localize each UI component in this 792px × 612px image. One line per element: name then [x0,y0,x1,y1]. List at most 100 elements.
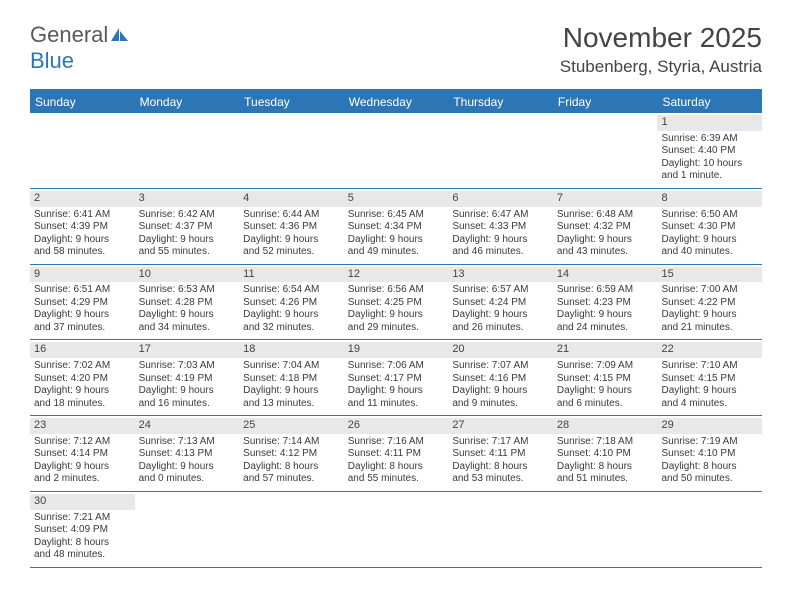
weeks-container: 1Sunrise: 6:39 AMSunset: 4:40 PMDaylight… [30,113,762,568]
day-number: 18 [239,342,344,358]
day-dl1: Daylight: 9 hours [661,309,758,322]
day-dl2: and 58 minutes. [34,246,131,259]
day-sunset: Sunset: 4:23 PM [557,297,654,310]
day-number: 17 [135,342,240,358]
day-dl1: Daylight: 8 hours [243,461,340,474]
day-dl2: and 0 minutes. [139,473,236,486]
day-sunrise: Sunrise: 6:56 AM [348,284,445,297]
day-dl1: Daylight: 10 hours [661,158,758,171]
day-dl1: Daylight: 9 hours [557,234,654,247]
day-number: 22 [657,342,762,358]
day-dl1: Daylight: 9 hours [661,234,758,247]
day-sunset: Sunset: 4:15 PM [557,373,654,386]
day-sunrise: Sunrise: 6:47 AM [452,209,549,222]
day-dl1: Daylight: 9 hours [557,385,654,398]
day-number: 28 [553,418,658,434]
day-number: 25 [239,418,344,434]
day-sunrise: Sunrise: 6:57 AM [452,284,549,297]
day-sunrise: Sunrise: 7:14 AM [243,436,340,449]
day-dl1: Daylight: 8 hours [661,461,758,474]
day-sunset: Sunset: 4:33 PM [452,221,549,234]
day-dl1: Daylight: 9 hours [34,461,131,474]
day-number: 6 [448,191,553,207]
day-dl1: Daylight: 9 hours [139,309,236,322]
week-row: 9Sunrise: 6:51 AMSunset: 4:29 PMDaylight… [30,265,762,341]
day-sunrise: Sunrise: 6:42 AM [139,209,236,222]
day-dl1: Daylight: 9 hours [139,234,236,247]
dow-header: Tuesday [239,91,344,113]
day-cell: 25Sunrise: 7:14 AMSunset: 4:12 PMDayligh… [239,416,344,491]
day-sunrise: Sunrise: 6:51 AM [34,284,131,297]
dow-header: Thursday [448,91,553,113]
day-sunrise: Sunrise: 7:03 AM [139,360,236,373]
day-sunrise: Sunrise: 7:12 AM [34,436,131,449]
day-dl1: Daylight: 9 hours [661,385,758,398]
location: Stubenberg, Styria, Austria [560,57,762,77]
day-cell: 16Sunrise: 7:02 AMSunset: 4:20 PMDayligh… [30,340,135,415]
day-cell [239,492,344,567]
day-dl2: and 13 minutes. [243,398,340,411]
dow-header: Monday [135,91,240,113]
day-dl2: and 11 minutes. [348,398,445,411]
day-dl1: Daylight: 9 hours [34,385,131,398]
day-dl2: and 43 minutes. [557,246,654,259]
day-number: 20 [448,342,553,358]
day-dl1: Daylight: 9 hours [557,309,654,322]
day-sunset: Sunset: 4:11 PM [452,448,549,461]
day-sunset: Sunset: 4:30 PM [661,221,758,234]
day-sunrise: Sunrise: 7:10 AM [661,360,758,373]
day-sunset: Sunset: 4:29 PM [34,297,131,310]
day-dl2: and 1 minute. [661,170,758,183]
day-sunrise: Sunrise: 7:07 AM [452,360,549,373]
day-cell: 11Sunrise: 6:54 AMSunset: 4:26 PMDayligh… [239,265,344,340]
day-cell: 5Sunrise: 6:45 AMSunset: 4:34 PMDaylight… [344,189,449,264]
day-dl1: Daylight: 9 hours [139,461,236,474]
day-cell: 6Sunrise: 6:47 AMSunset: 4:33 PMDaylight… [448,189,553,264]
day-cell: 15Sunrise: 7:00 AMSunset: 4:22 PMDayligh… [657,265,762,340]
day-dl2: and 29 minutes. [348,322,445,335]
day-sunset: Sunset: 4:11 PM [348,448,445,461]
day-dl2: and 53 minutes. [452,473,549,486]
day-number: 4 [239,191,344,207]
day-dl1: Daylight: 9 hours [348,309,445,322]
day-dl2: and 37 minutes. [34,322,131,335]
day-sunset: Sunset: 4:22 PM [661,297,758,310]
day-dl2: and 9 minutes. [452,398,549,411]
day-cell: 18Sunrise: 7:04 AMSunset: 4:18 PMDayligh… [239,340,344,415]
day-dl1: Daylight: 9 hours [348,234,445,247]
day-cell: 2Sunrise: 6:41 AMSunset: 4:39 PMDaylight… [30,189,135,264]
calendar: SundayMondayTuesdayWednesdayThursdayFrid… [30,89,762,568]
day-cell: 22Sunrise: 7:10 AMSunset: 4:15 PMDayligh… [657,340,762,415]
day-cell: 23Sunrise: 7:12 AMSunset: 4:14 PMDayligh… [30,416,135,491]
day-cell [553,113,658,188]
day-sunset: Sunset: 4:20 PM [34,373,131,386]
brand-part2: Blue [30,48,74,74]
day-sunrise: Sunrise: 6:59 AM [557,284,654,297]
day-cell: 4Sunrise: 6:44 AMSunset: 4:36 PMDaylight… [239,189,344,264]
week-row: 1Sunrise: 6:39 AMSunset: 4:40 PMDaylight… [30,113,762,189]
day-cell [344,492,449,567]
sail-icon [111,22,129,48]
day-sunset: Sunset: 4:14 PM [34,448,131,461]
day-sunrise: Sunrise: 7:17 AM [452,436,549,449]
day-cell: 7Sunrise: 6:48 AMSunset: 4:32 PMDaylight… [553,189,658,264]
week-row: 30Sunrise: 7:21 AMSunset: 4:09 PMDayligh… [30,492,762,568]
day-dl2: and 57 minutes. [243,473,340,486]
day-number: 13 [448,267,553,283]
day-sunrise: Sunrise: 7:21 AM [34,512,131,525]
day-sunrise: Sunrise: 6:45 AM [348,209,445,222]
day-cell: 19Sunrise: 7:06 AMSunset: 4:17 PMDayligh… [344,340,449,415]
week-row: 16Sunrise: 7:02 AMSunset: 4:20 PMDayligh… [30,340,762,416]
day-cell [135,492,240,567]
dow-header: Wednesday [344,91,449,113]
day-cell [30,113,135,188]
day-sunrise: Sunrise: 7:00 AM [661,284,758,297]
day-cell: 8Sunrise: 6:50 AMSunset: 4:30 PMDaylight… [657,189,762,264]
day-sunrise: Sunrise: 6:54 AM [243,284,340,297]
day-cell: 27Sunrise: 7:17 AMSunset: 4:11 PMDayligh… [448,416,553,491]
day-sunset: Sunset: 4:40 PM [661,145,758,158]
dow-header: Saturday [657,91,762,113]
day-cell: 12Sunrise: 6:56 AMSunset: 4:25 PMDayligh… [344,265,449,340]
day-dl1: Daylight: 9 hours [452,309,549,322]
day-dl2: and 49 minutes. [348,246,445,259]
